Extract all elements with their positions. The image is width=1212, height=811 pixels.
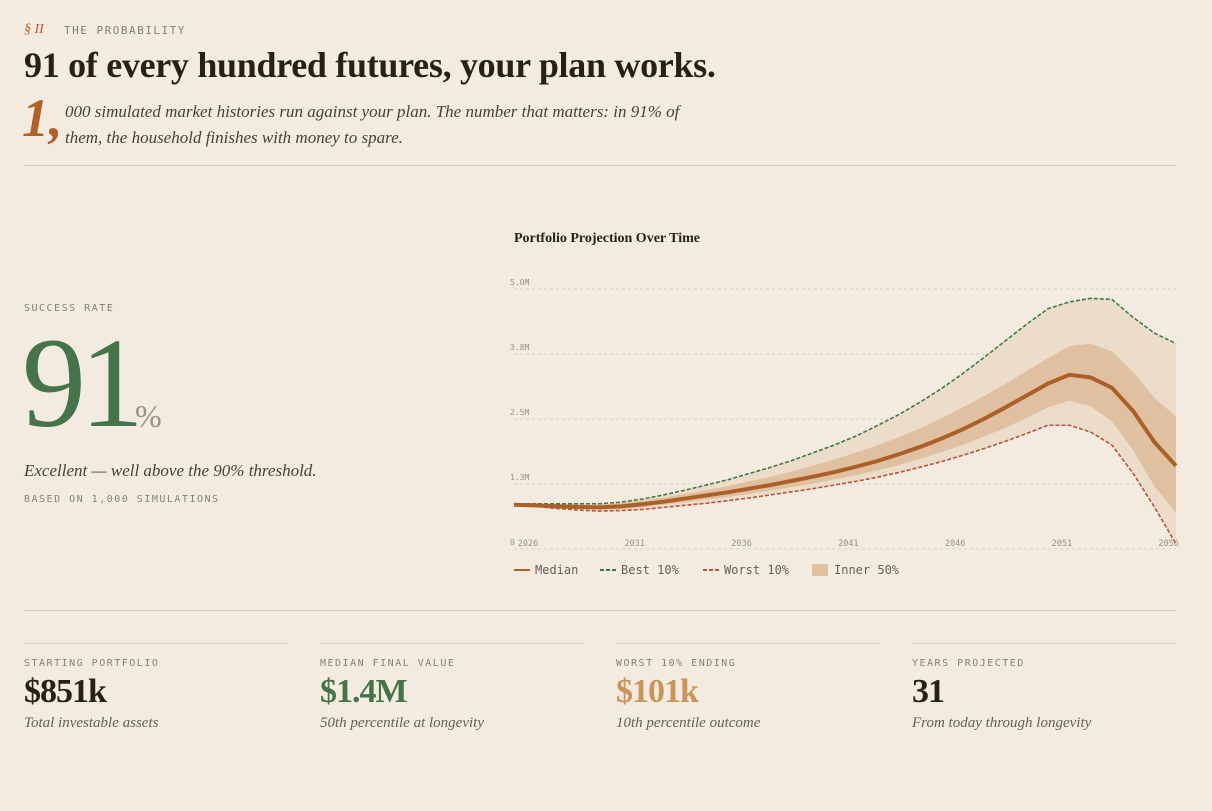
legend-label: Worst 10% [724,563,790,577]
divider [24,165,1176,166]
divider [24,610,1176,611]
page-title: 91 of every hundred futures, your plan w… [24,45,716,85]
stat-value: $1.4M [320,673,408,710]
stat-label: YEARS PROJECTED [912,658,1025,669]
stat-value: 31 [912,673,945,710]
stat-rule [24,643,288,644]
legend-label: Median [535,563,578,577]
stat-caption: 50th percentile at longevity [320,715,484,731]
y-tick-label: 1.3M [510,473,529,482]
section-number: § II [24,22,44,37]
y-tick-label: 5.0M [510,278,529,287]
legend-label: Inner 50% [834,563,900,577]
stat-rule [912,643,1176,644]
x-tick-label: 2051 [1052,539,1072,549]
success-label: SUCCESS RATE [24,303,115,314]
lede: 000 simulated market histories run again… [65,102,680,147]
series-line [514,297,1177,505]
stat-value: $851k [24,673,107,710]
stat-caption: From today through longevity [912,715,1092,731]
legend-swatch [812,564,828,576]
x-tick-label: 2031 [625,539,645,549]
chart-title: Portfolio Projection Over Time [514,231,700,246]
simulation-note: BASED ON 1,000 SIMULATIONS [24,494,220,505]
x-tick-label: 2041 [838,539,858,549]
drop-cap: 1, [22,88,63,148]
x-tick-label: 2046 [945,539,965,549]
stat-caption: 10th percentile outcome [616,715,761,731]
kicker: THE PROBABILITY [64,24,186,37]
verdict: Excellent — well above the 90% threshold… [24,461,317,480]
stat-caption: Total investable assets [24,715,159,731]
stat-label: WORST 10% ENDING [616,658,737,669]
success-unit: % [135,398,162,434]
series-line [513,424,1177,545]
y-tick-label: 2.5M [510,408,529,417]
stat-rule [320,643,584,644]
envelope-area [514,298,1176,544]
y-tick-label: 0 [510,538,515,547]
series-line [513,372,1178,510]
x-tick-label: 2026 [518,539,538,549]
legend-label: Best 10% [621,563,680,577]
y-tick-label: 3.8M [510,343,529,352]
stat-rule [616,643,880,644]
x-tick-label: 2036 [731,539,751,549]
stat-label: MEDIAN FINAL VALUE [320,658,456,669]
x-tick-label: 2056 [1158,539,1178,549]
inner-band [514,343,1176,513]
success-value: 91 [22,312,144,454]
stat-label: STARTING PORTFOLIO [24,658,160,669]
stat-value: $101k [616,673,699,710]
